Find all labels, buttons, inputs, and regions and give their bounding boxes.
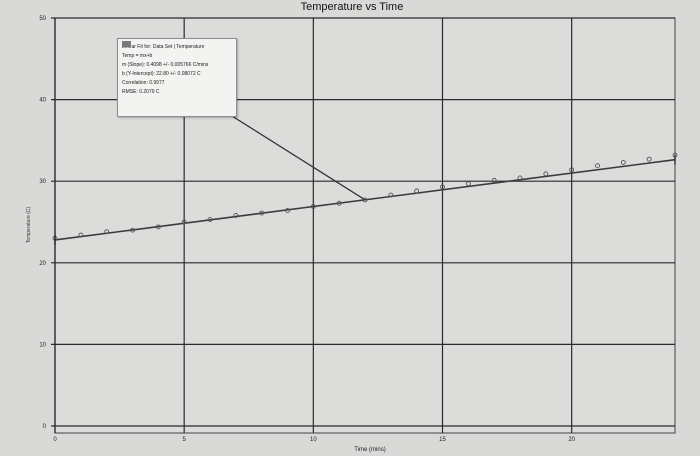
data-point — [285, 208, 290, 214]
data-point — [259, 210, 265, 216]
x-tick-label: 20 — [568, 437, 575, 443]
fit-box-correlation: Correlation: 0.9977 — [122, 80, 165, 86]
data-points — [52, 152, 678, 245]
data-point — [414, 188, 420, 194]
data-point — [310, 204, 316, 209]
fit-box-slope: m (Slope): 0.4098 +/- 0.005766 C/mins — [122, 62, 209, 68]
data-point — [181, 219, 187, 225]
y-tick-labels: 0 10 20 30 40 50 — [39, 16, 46, 430]
data-point — [207, 217, 213, 223]
data-point — [78, 232, 84, 238]
y-tick-label: 10 — [39, 342, 46, 348]
data-point — [233, 213, 239, 218]
data-point — [155, 224, 161, 230]
x-tick-label: 10 — [310, 437, 317, 443]
data-point — [543, 171, 549, 177]
data-point — [517, 175, 523, 181]
y-tick-label: 0 — [43, 424, 47, 430]
fit-box-icon — [122, 41, 131, 47]
data-point — [569, 167, 575, 173]
grid-lines — [51, 17, 675, 433]
fit-box-equation: Temp = mx+b — [122, 53, 153, 59]
y-axis-label: Temperature (C) — [26, 206, 32, 243]
y-tick-label: 20 — [39, 261, 46, 267]
data-point — [491, 177, 497, 183]
fit-box-intercept: b (Y-Intercept): 22.80 +/- 0.08072 C — [122, 71, 201, 77]
fit-box-rmse: RMSE: 0.2079 C — [122, 89, 160, 95]
data-point — [595, 163, 600, 169]
data-point — [620, 159, 626, 165]
data-point — [440, 184, 445, 190]
x-axis-label: Time (mins) — [354, 447, 385, 453]
fit-callout-line — [231, 115, 366, 201]
data-point — [388, 192, 394, 198]
y-tick-label: 40 — [39, 98, 46, 104]
data-point — [465, 181, 471, 187]
y-tick-label: 30 — [39, 179, 46, 185]
y-tick-label: 50 — [39, 16, 46, 22]
x-tick-label: 15 — [439, 437, 446, 443]
x-tick-label: 5 — [182, 437, 186, 443]
linear-fit-box[interactable]: Linear Fit for: Data Set | Temperature T… — [117, 38, 237, 117]
fit-box-header: Linear Fit for: Data Set | Temperature — [122, 44, 205, 50]
data-point — [336, 200, 342, 206]
data-point — [104, 229, 110, 235]
x-tick-label: 0 — [53, 437, 57, 443]
x-tick-labels: 0 5 10 15 20 — [53, 437, 575, 443]
data-point — [130, 227, 135, 233]
data-point — [362, 197, 368, 203]
chart-title: Temperature vs Time — [301, 1, 404, 13]
data-point — [646, 156, 652, 162]
